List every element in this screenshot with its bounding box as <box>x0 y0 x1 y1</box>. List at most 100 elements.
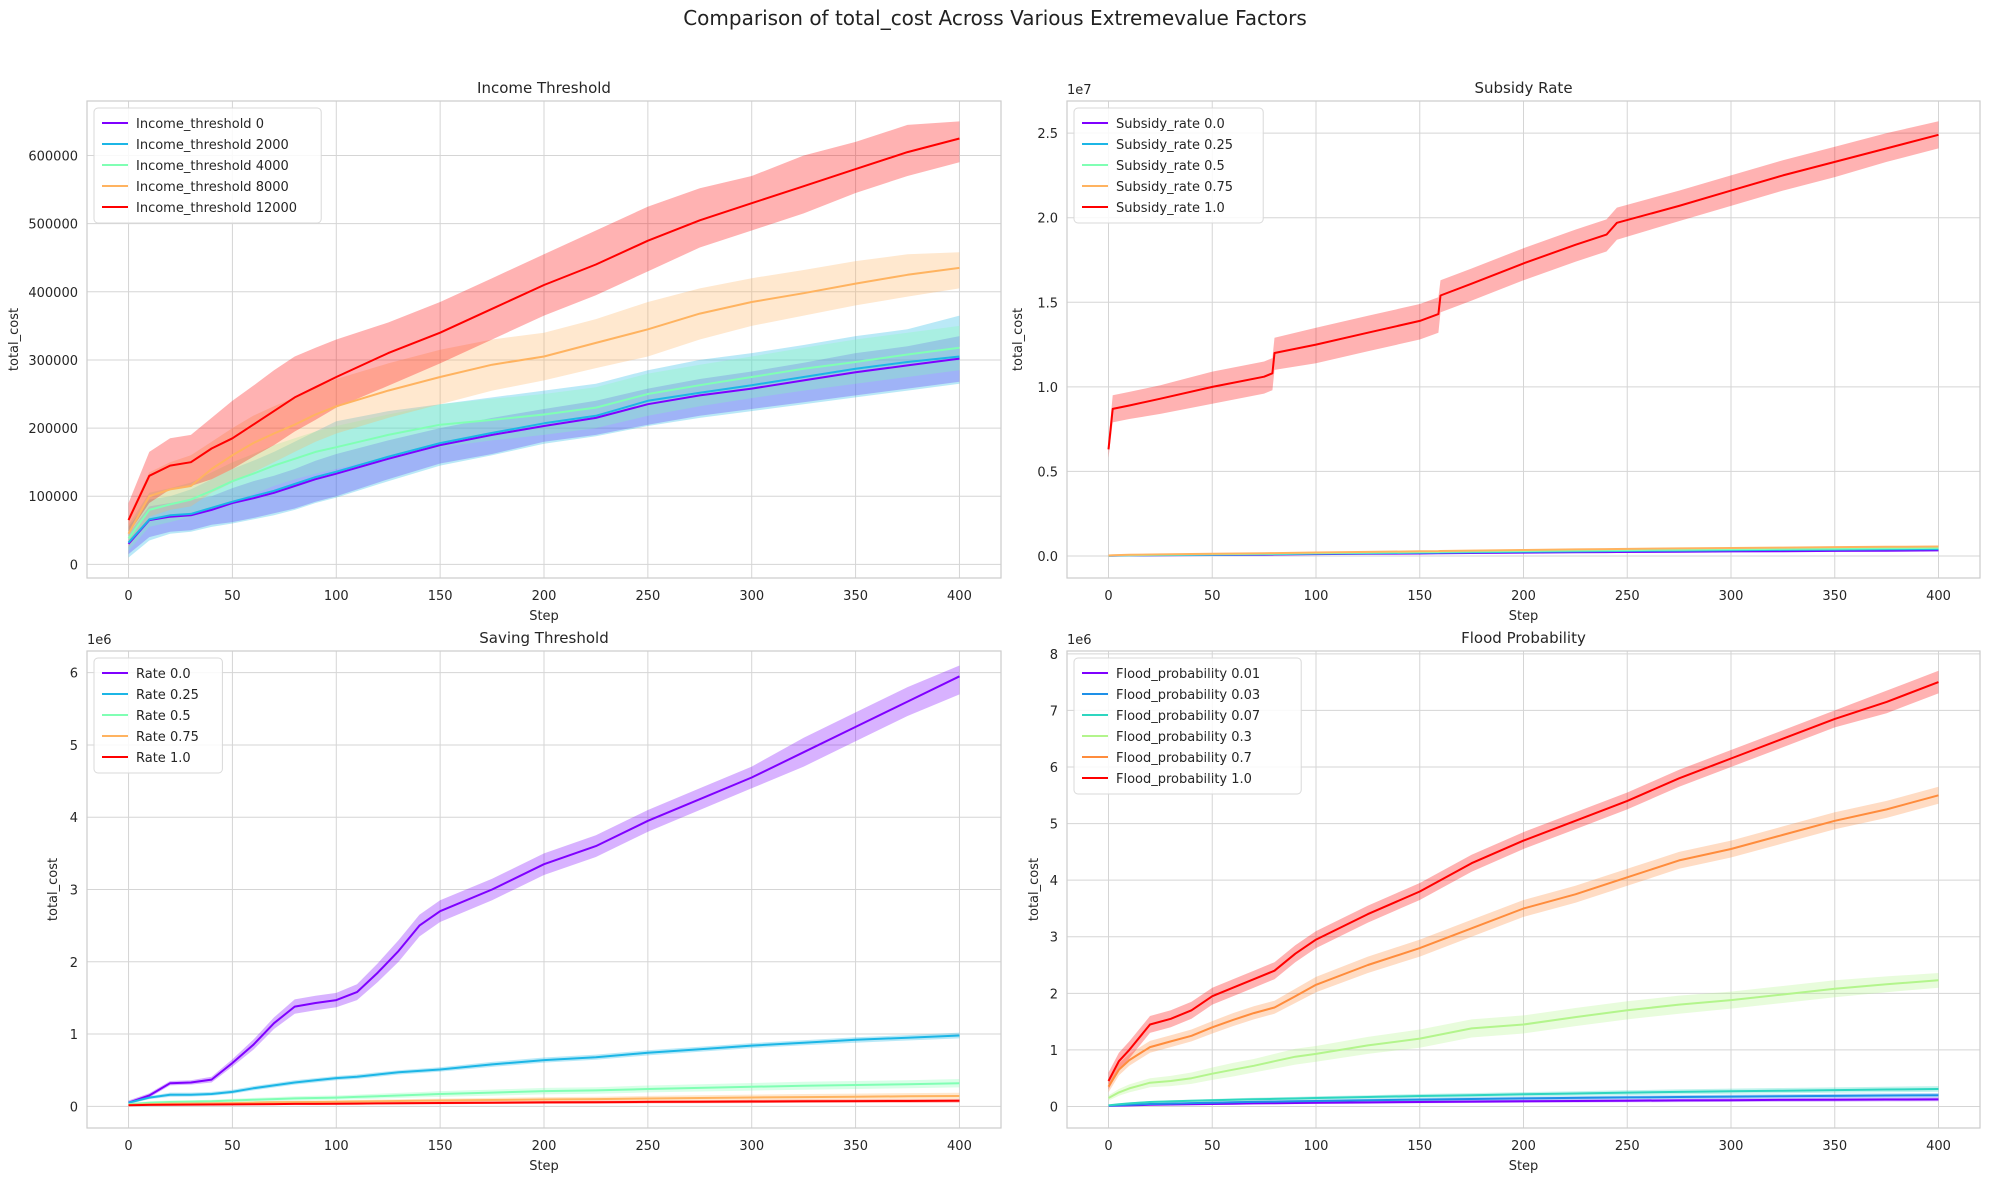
y-tick-label: 3 <box>1050 931 1058 946</box>
x-tick-label: 50 <box>224 1139 241 1154</box>
y-axis-label: total_cost <box>1027 858 1042 921</box>
series-line <box>127 137 960 521</box>
y-tick-label: 0.0 <box>1037 550 1058 565</box>
x-tick-label: 50 <box>1204 589 1221 604</box>
y-tick-label: 0 <box>1050 1100 1058 1115</box>
x-tick-label: 200 <box>532 589 557 604</box>
legend-label: Rate 0.5 <box>136 709 191 724</box>
legend-label: Income_threshold 12000 <box>136 201 297 216</box>
x-tick-label: 200 <box>532 1139 557 1154</box>
subplot-title: Saving Threshold <box>479 629 608 647</box>
y-axis-label: total_cost <box>7 308 22 371</box>
series-line <box>127 355 960 544</box>
axis-offset-label: 1e7 <box>1067 83 1092 98</box>
legend-label: Rate 0.75 <box>136 730 199 745</box>
y-tick-label: 4 <box>1050 874 1058 889</box>
confidence-band <box>128 121 960 534</box>
series-line <box>127 357 960 545</box>
subplot: 0 50 100 150 200 250 300 350 400 0 100000 200000 300… <box>7 79 1002 624</box>
legend: Flood_probability 0.01 Flood_probability … <box>1073 657 1302 795</box>
legend-box <box>93 657 223 774</box>
x-tick-label: 400 <box>1926 589 1951 604</box>
series-line <box>127 266 960 535</box>
x-tick-label: 250 <box>635 589 660 604</box>
legend-box <box>93 107 322 224</box>
figure-title: Comparison of total_cost Across Various … <box>683 6 1307 30</box>
subplot-title: Flood Probability <box>1461 629 1586 647</box>
x-tick-label: 350 <box>1822 589 1847 604</box>
y-tick-label: 2 <box>1050 987 1058 1002</box>
x-tick-label: 100 <box>324 589 349 604</box>
subplot: 0 50 100 150 200 250 300 350 400 0 1 2 3 4 5 6 7 8 1e6 Floo… <box>1027 629 1981 1174</box>
subplot-title: Income Threshold <box>477 79 611 97</box>
x-tick-label: 50 <box>224 589 241 604</box>
series-line <box>128 1082 960 1106</box>
y-tick-label: 500000 <box>28 218 78 233</box>
x-axis-label: Step <box>1509 609 1539 624</box>
series-line <box>1108 979 1939 1099</box>
x-tick-label: 300 <box>739 589 764 604</box>
series-line <box>1107 133 1939 450</box>
x-tick-label: 150 <box>1407 1139 1432 1154</box>
y-tick-label: 3 <box>70 884 78 899</box>
y-tick-label: 6 <box>70 667 78 682</box>
y-tick-label: 1.0 <box>1037 381 1058 396</box>
x-tick-label: 300 <box>739 1139 764 1154</box>
y-tick-label: 0.5 <box>1037 465 1058 480</box>
axis-offset-label: 1e6 <box>87 633 112 648</box>
x-tick-label: 350 <box>1822 1139 1847 1154</box>
confidence-band <box>128 665 960 1105</box>
y-tick-label: 2 <box>70 956 78 971</box>
legend-label: Subsidy_rate 0.25 <box>1116 138 1233 153</box>
series-line <box>128 1095 960 1106</box>
x-tick-label: 300 <box>1719 1139 1744 1154</box>
axes-frame <box>86 650 1002 1129</box>
legend-label: Flood_probability 0.3 <box>1116 730 1252 745</box>
y-tick-label: 0 <box>70 1100 78 1115</box>
x-tick-label: 350 <box>843 1139 868 1154</box>
legend: Income_threshold 0 Income_threshold 2000 I… <box>93 107 322 224</box>
confidence-band <box>1108 786 1939 1093</box>
confidence-band <box>128 252 960 548</box>
legend-box <box>1073 657 1302 795</box>
x-tick-label: 400 <box>947 589 972 604</box>
series-line <box>128 675 960 1104</box>
legend-label: Flood_probability 1.0 <box>1116 772 1252 787</box>
y-tick-label: 600000 <box>28 150 78 165</box>
x-tick-label: 200 <box>1511 589 1536 604</box>
subplot: 0 50 100 150 200 250 300 350 400 0 1 2 3 4 5 6 1e6 Saving… <box>46 629 1002 1174</box>
x-tick-label: 150 <box>428 1139 453 1154</box>
legend-label: Rate 0.0 <box>136 667 191 682</box>
legend-label: Flood_probability 0.03 <box>1116 688 1260 703</box>
y-tick-label: 2.5 <box>1037 127 1058 142</box>
y-tick-label: 4 <box>70 811 78 826</box>
y-tick-label: 5 <box>70 739 78 754</box>
x-tick-label: 0 <box>1104 589 1112 604</box>
x-tick-label: 0 <box>124 589 132 604</box>
y-tick-label: 8 <box>1050 648 1058 663</box>
x-tick-label: 250 <box>635 1139 660 1154</box>
x-tick-label: 150 <box>1407 589 1432 604</box>
axes-frame <box>1066 100 1981 579</box>
y-tick-label: 2.0 <box>1037 212 1058 227</box>
x-tick-label: 50 <box>1204 1139 1221 1154</box>
confidence-band <box>128 325 960 551</box>
legend-label: Flood_probability 0.7 <box>1116 751 1252 766</box>
subplot-title: Subsidy Rate <box>1474 79 1572 97</box>
legend-label: Income_threshold 8000 <box>136 180 289 195</box>
y-tick-label: 1 <box>70 1028 78 1043</box>
x-axis-label: Step <box>1509 1159 1539 1174</box>
x-tick-label: 400 <box>1926 1139 1951 1154</box>
y-axis-label: total_cost <box>46 858 61 921</box>
y-tick-label: 1 <box>1050 1044 1058 1059</box>
series-line <box>1107 794 1939 1088</box>
x-tick-label: 100 <box>324 1139 349 1154</box>
legend-label: Subsidy_rate 0.75 <box>1116 180 1233 195</box>
series-line <box>127 346 960 540</box>
legend-label: Flood_probability 0.07 <box>1116 709 1260 724</box>
x-tick-label: 300 <box>1719 589 1744 604</box>
x-axis-label: Step <box>529 609 559 624</box>
y-tick-label: 200000 <box>28 422 78 437</box>
series-line <box>1108 545 1939 557</box>
